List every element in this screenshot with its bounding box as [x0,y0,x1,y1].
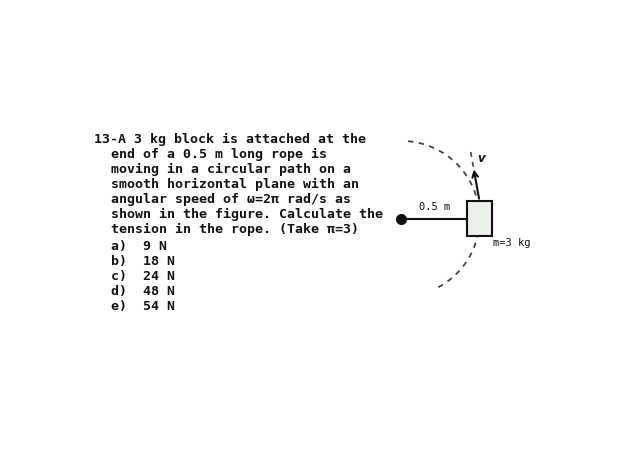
Text: a)  9 N: a) 9 N [111,240,167,253]
Text: smooth horizontal plane with an: smooth horizontal plane with an [111,177,359,190]
Text: 13-A 3 kg block is attached at the: 13-A 3 kg block is attached at the [94,133,366,146]
Text: shown in the figure. Calculate the: shown in the figure. Calculate the [111,207,383,220]
Text: m=3 kg: m=3 kg [494,237,531,248]
Text: 0.5 m: 0.5 m [419,202,450,212]
Text: d)  48 N: d) 48 N [111,285,175,298]
Text: angular speed of ω=2π rad/s as: angular speed of ω=2π rad/s as [111,193,350,206]
Text: c)  24 N: c) 24 N [111,270,175,283]
Text: moving in a circular path on a: moving in a circular path on a [111,163,350,176]
Text: end of a 0.5 m long rope is: end of a 0.5 m long rope is [111,147,327,160]
Text: v: v [477,152,485,165]
Text: b)  18 N: b) 18 N [111,255,175,268]
Text: e)  54 N: e) 54 N [111,300,175,313]
Text: tension in the rope. (Take π=3): tension in the rope. (Take π=3) [111,223,359,236]
Bar [467,201,492,236]
